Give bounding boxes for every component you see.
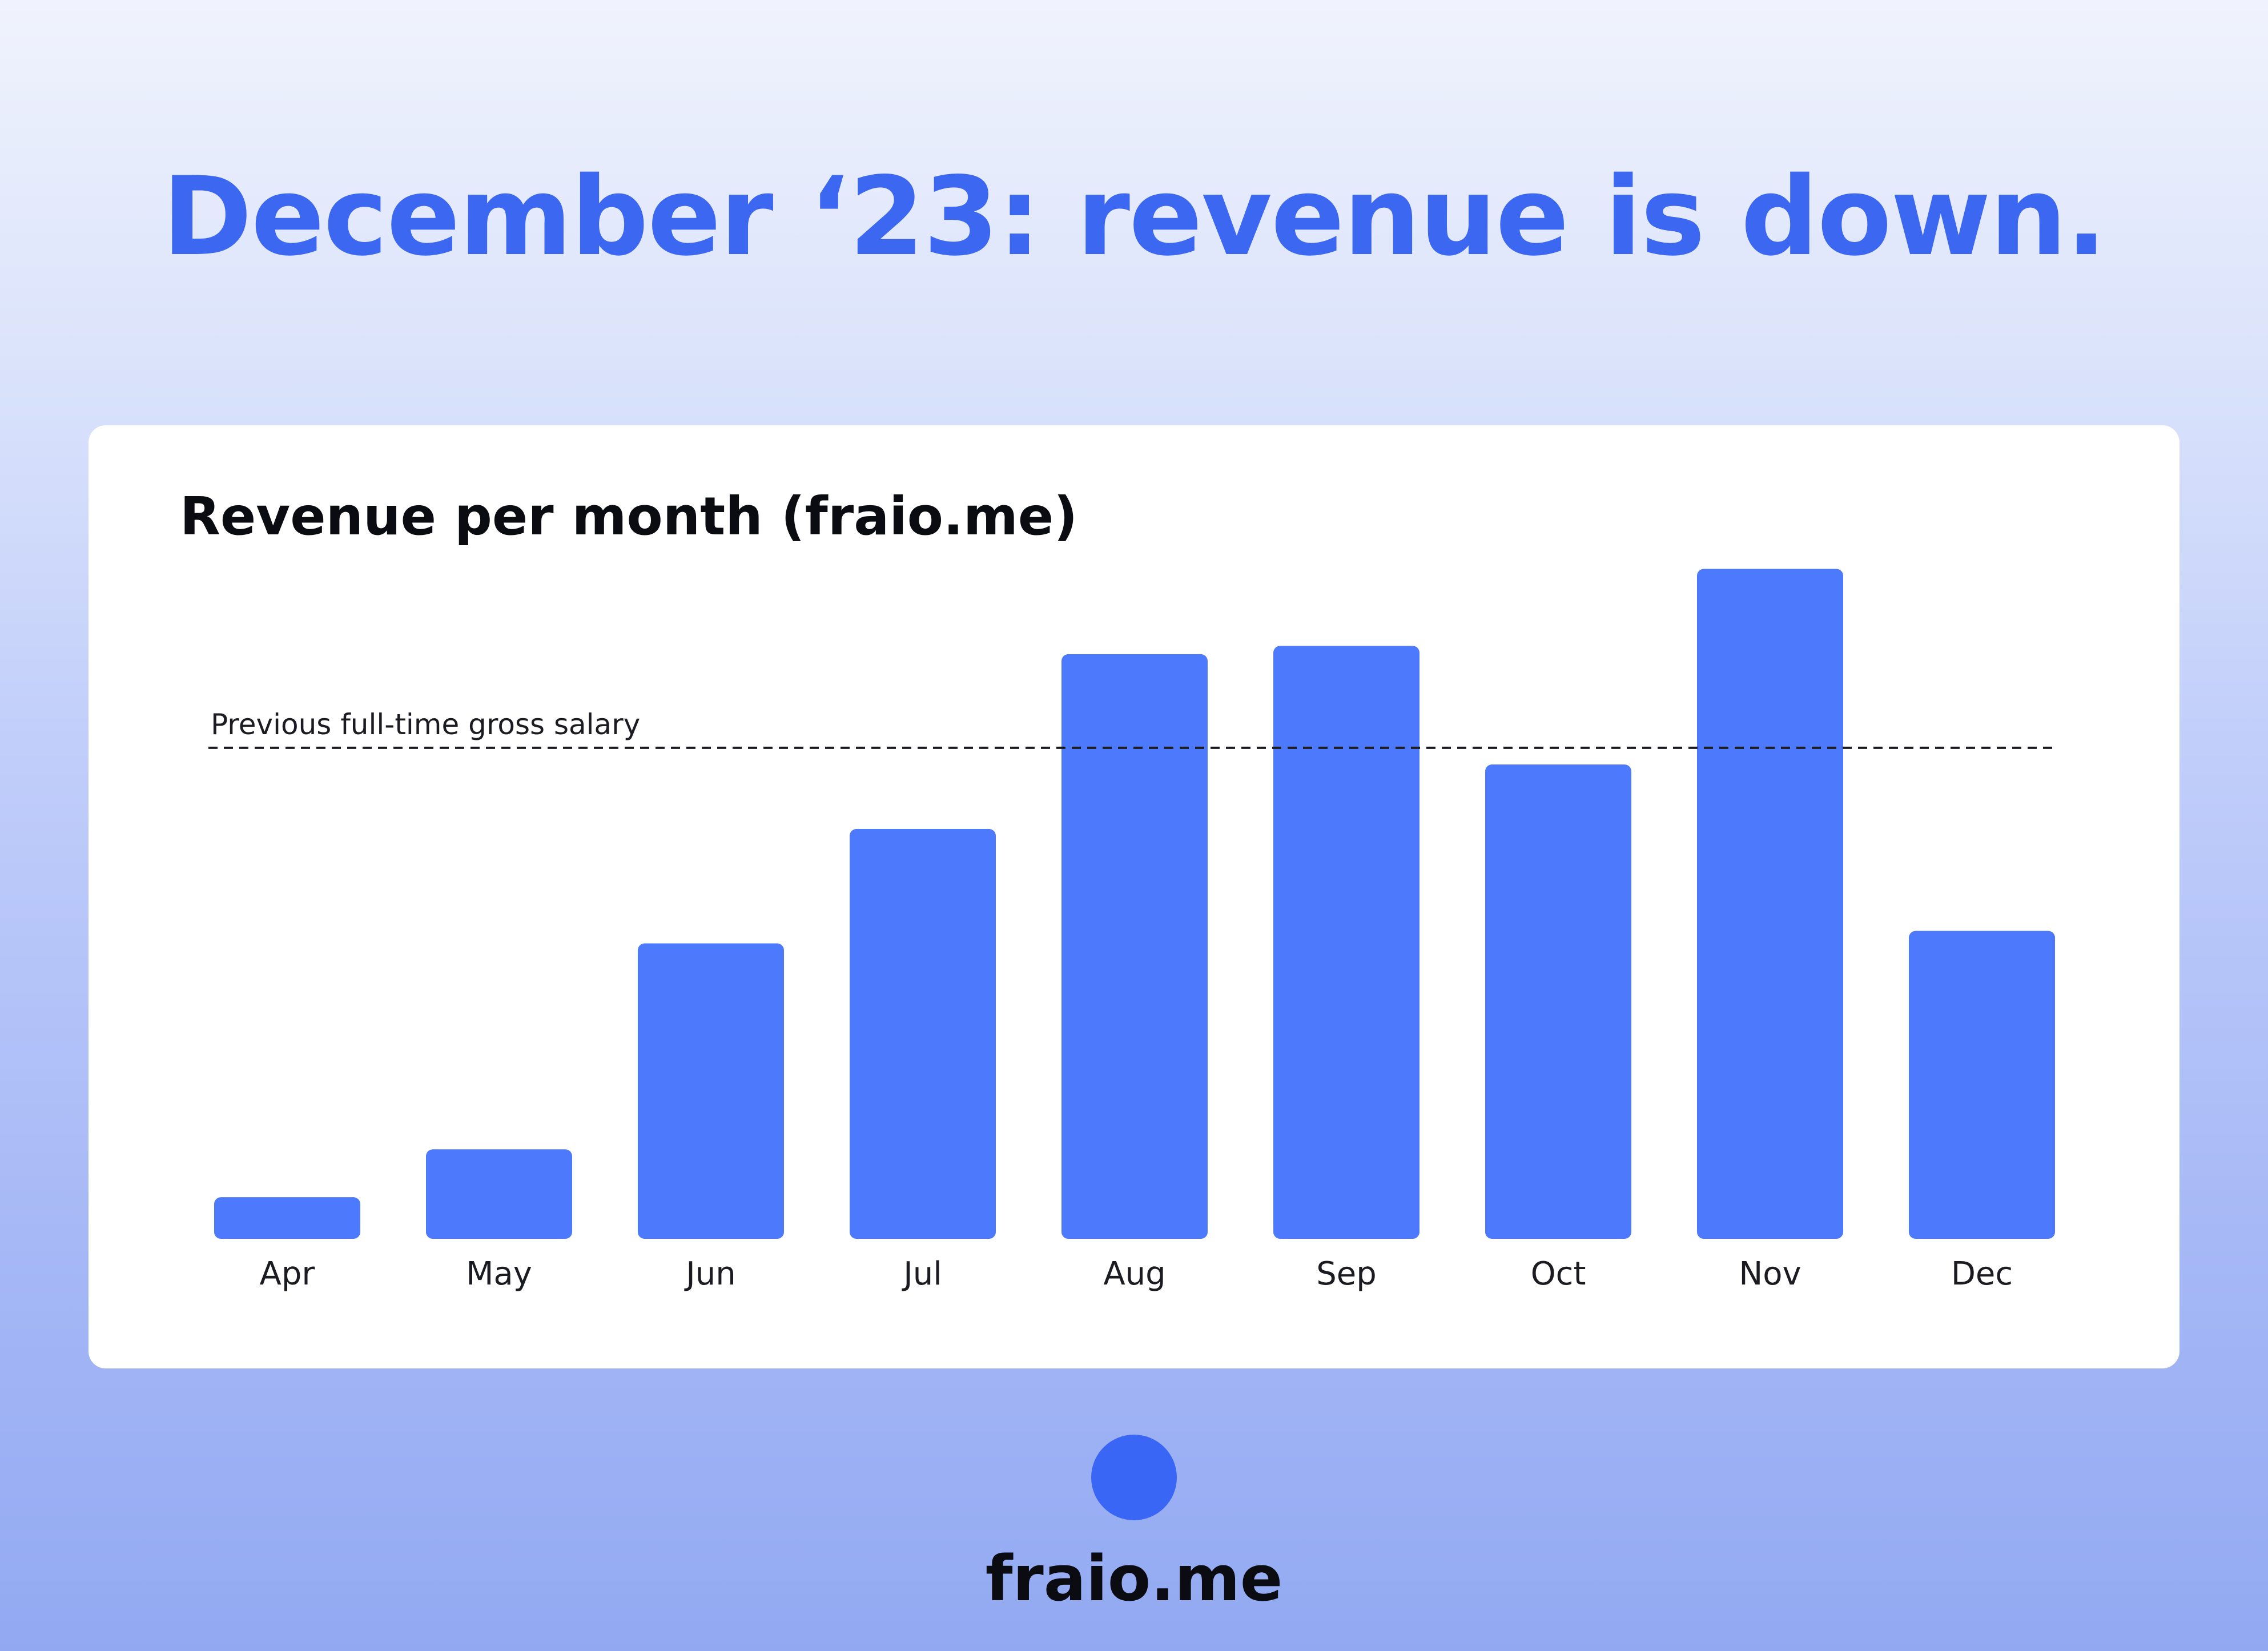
bar-jul xyxy=(850,829,996,1239)
revenue-bar-chart: Previous full-time gross salary Apr May Ju… xyxy=(208,569,2055,1292)
headline: December ‘23: revenue is down. xyxy=(162,154,2107,280)
reference-line-label: Previous full-time gross salary xyxy=(211,708,640,741)
x-tick-labels: Apr May Jun Jul Aug Sep Oct Nov Dec xyxy=(260,1255,2013,1292)
bar-nov xyxy=(1697,569,1843,1239)
bar-apr xyxy=(214,1197,360,1239)
x-tick-label-nov: Nov xyxy=(1739,1255,1801,1292)
circle-logo-icon xyxy=(1091,1435,1177,1520)
x-tick-label-apr: Apr xyxy=(260,1255,316,1292)
x-tick-label-aug: Aug xyxy=(1103,1255,1165,1292)
brand-name: fraio.me xyxy=(985,1542,1283,1615)
bar-jun xyxy=(638,943,784,1239)
x-tick-label-oct: Oct xyxy=(1531,1255,1586,1292)
x-tick-label-may: May xyxy=(466,1255,532,1292)
bar-aug xyxy=(1061,654,1208,1239)
x-tick-label-sep: Sep xyxy=(1316,1255,1377,1292)
x-tick-label-dec: Dec xyxy=(1951,1255,2013,1292)
bar-oct xyxy=(1485,764,1631,1239)
bar-sep xyxy=(1273,646,1419,1239)
bar-dec xyxy=(1909,931,2055,1239)
x-tick-label-jun: Jun xyxy=(684,1255,736,1292)
bar-may xyxy=(426,1149,572,1239)
bars-group xyxy=(214,569,2055,1239)
chart-title: Revenue per month (fraio.me) xyxy=(180,486,1078,547)
x-tick-label-jul: Jul xyxy=(902,1255,942,1292)
chart-card: Revenue per month (fraio.me) Previous fu… xyxy=(89,425,2179,1368)
